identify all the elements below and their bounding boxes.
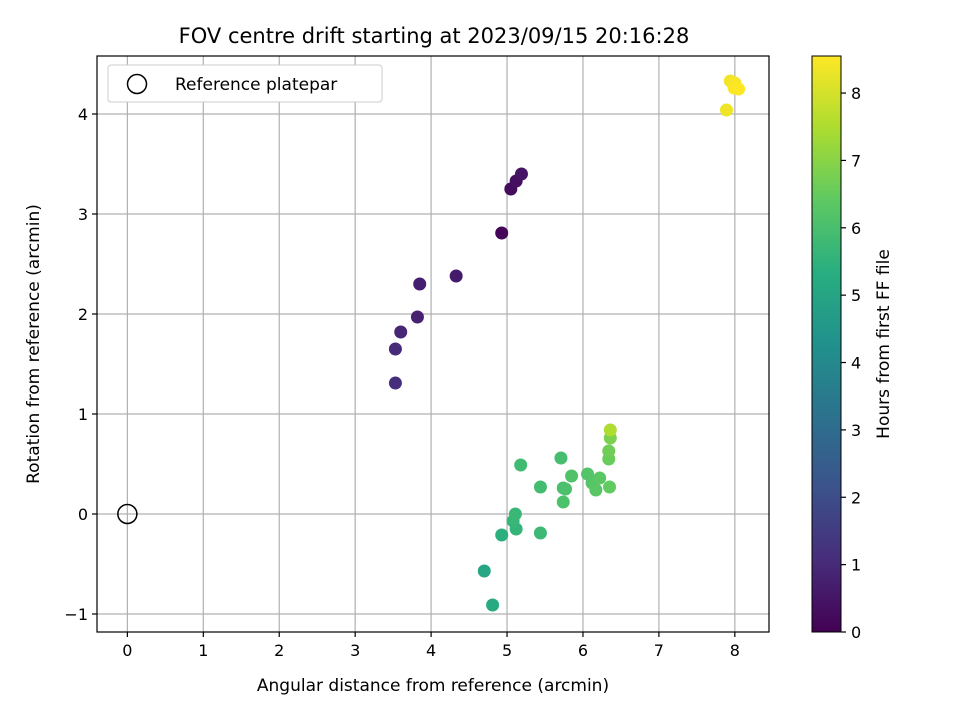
data-point	[495, 529, 508, 542]
data-point	[509, 508, 522, 521]
data-point	[589, 484, 602, 497]
x-tick-label: 0	[122, 641, 132, 660]
data-point	[602, 445, 615, 458]
x-tick-label: 1	[198, 641, 208, 660]
data-point	[478, 565, 491, 578]
colorbar-label: Hours from first FF file	[874, 249, 894, 439]
chart-title: FOV centre drift starting at 2023/09/15 …	[179, 24, 690, 48]
x-tick-label: 7	[654, 641, 664, 660]
data-point	[515, 168, 528, 181]
data-point	[413, 278, 426, 291]
legend-entry-reference: Reference platepar	[175, 75, 337, 95]
colorbar-tick-label: 6	[851, 219, 861, 238]
x-axis-ticks: 0 1 2 3 4 5 6 7 8	[122, 632, 740, 660]
data-point	[559, 483, 572, 496]
colorbar-tick-label: 0	[851, 623, 861, 642]
colorbar-tick-label: 1	[851, 556, 861, 575]
data-point	[557, 496, 570, 509]
data-point	[450, 270, 463, 283]
data-point	[554, 452, 567, 465]
x-tick-label: 4	[426, 641, 436, 660]
grid-lines	[97, 56, 769, 632]
data-point	[389, 377, 402, 390]
y-axis-label: Rotation from reference (arcmin)	[24, 204, 44, 484]
data-point	[593, 472, 606, 485]
data-point	[514, 459, 527, 472]
data-point	[534, 481, 547, 494]
x-tick-label: 3	[350, 641, 360, 660]
legend: Reference platepar	[108, 65, 382, 102]
data-point	[603, 481, 616, 494]
data-point	[394, 326, 407, 339]
colorbar-tick-label: 8	[851, 84, 861, 103]
colorbar-tick-label: 7	[851, 151, 861, 170]
colorbar-tick-label: 3	[851, 421, 861, 440]
y-tick-label: 4	[78, 105, 88, 124]
colorbar-tick-label: 5	[851, 286, 861, 305]
drift-scatter-chart: FOV centre drift starting at 2023/09/15 …	[0, 0, 960, 720]
x-tick-label: 2	[274, 641, 284, 660]
data-point	[411, 311, 424, 324]
colorbar	[812, 56, 841, 632]
data-point	[389, 343, 402, 356]
data-point	[604, 424, 617, 437]
plot-frame	[97, 56, 769, 632]
x-tick-label: 8	[730, 641, 740, 660]
data-point	[486, 599, 499, 612]
x-axis-label: Angular distance from reference (arcmin)	[257, 676, 609, 696]
colorbar-tick-label: 4	[851, 354, 861, 373]
data-point	[495, 227, 508, 240]
x-tick-label: 6	[578, 641, 588, 660]
colorbar-ticks: 0 1 2 3 4 5 6 7 8	[841, 84, 861, 642]
colorbar-tick-label: 2	[851, 488, 861, 507]
y-tick-label: 0	[78, 505, 88, 524]
y-tick-label: 3	[78, 205, 88, 224]
y-tick-label: 2	[78, 305, 88, 324]
data-point	[720, 104, 733, 117]
y-axis-ticks: −1 0 1 2 3 4	[64, 105, 97, 624]
data-point	[565, 470, 578, 483]
data-point	[732, 83, 745, 96]
y-tick-label: 1	[78, 405, 88, 424]
data-point	[534, 527, 547, 540]
y-tick-label: −1	[64, 605, 88, 624]
x-tick-label: 5	[502, 641, 512, 660]
data-points	[389, 75, 745, 612]
